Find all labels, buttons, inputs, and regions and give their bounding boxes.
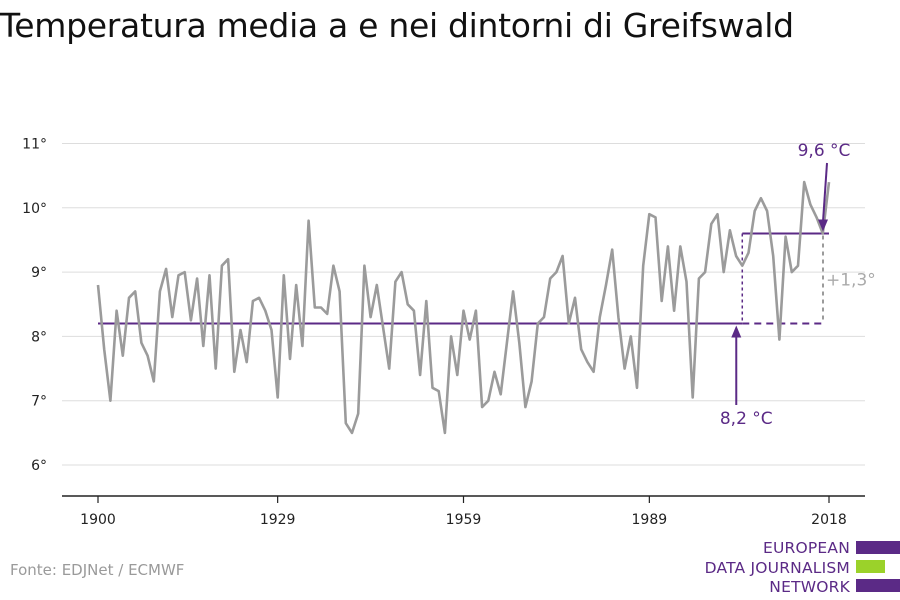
y-tick-label: 11° [22,137,47,153]
y-tick-label: 7° [31,394,47,410]
y-tick-label: 8° [31,329,47,345]
temperature-series-line [96,180,831,435]
source-credit: Fonte: EDJNet / ECMWF [10,561,185,579]
y-tick-label: 10° [22,201,47,217]
x-tick-label: 1959 [446,512,482,528]
edjnet-logo: EUROPEAN DATA JOURNALISM NETWORK [660,538,900,600]
y-tick-label: 9° [31,265,47,281]
y-tick-label: 6° [31,458,47,474]
x-axis-ticks: 1900 1929 1959 1989 2018 [80,496,847,528]
x-tick-label: 1989 [632,512,668,528]
x-tick-label: 2018 [811,512,847,528]
gridlines [62,143,865,466]
logo-line-3: NETWORK [769,578,850,596]
logo-line-1: EUROPEAN [762,539,850,557]
chart-title: Temperatura media a e nei dintorni di Gr… [0,6,794,45]
logo-bar-top [856,541,900,554]
annotation-arrows: 8,2 °C 9,6 °C [720,141,851,429]
recent-arrow-shaft [822,162,828,222]
x-tick-label: 1929 [260,512,296,528]
recent-arrow-head [818,219,828,232]
recent-value-label: 9,6 °C [798,141,851,161]
baseline-arrow-head [731,325,742,338]
logo-bar-middle [856,560,885,573]
logo-text: EUROPEAN DATA JOURNALISM NETWORK [705,539,850,598]
y-axis-labels: 6° 7° 8° 9° 10° 11° [22,137,47,475]
difference-label: +1,3° [826,271,876,291]
logo-bar-bottom [856,579,900,592]
logo-line-2: DATA JOURNALISM [704,558,850,577]
baseline-value-label: 8,2 °C [720,409,773,429]
series-line-group [96,180,831,435]
annotations: +1,3° [98,232,876,325]
x-tick-label: 1900 [80,512,116,528]
